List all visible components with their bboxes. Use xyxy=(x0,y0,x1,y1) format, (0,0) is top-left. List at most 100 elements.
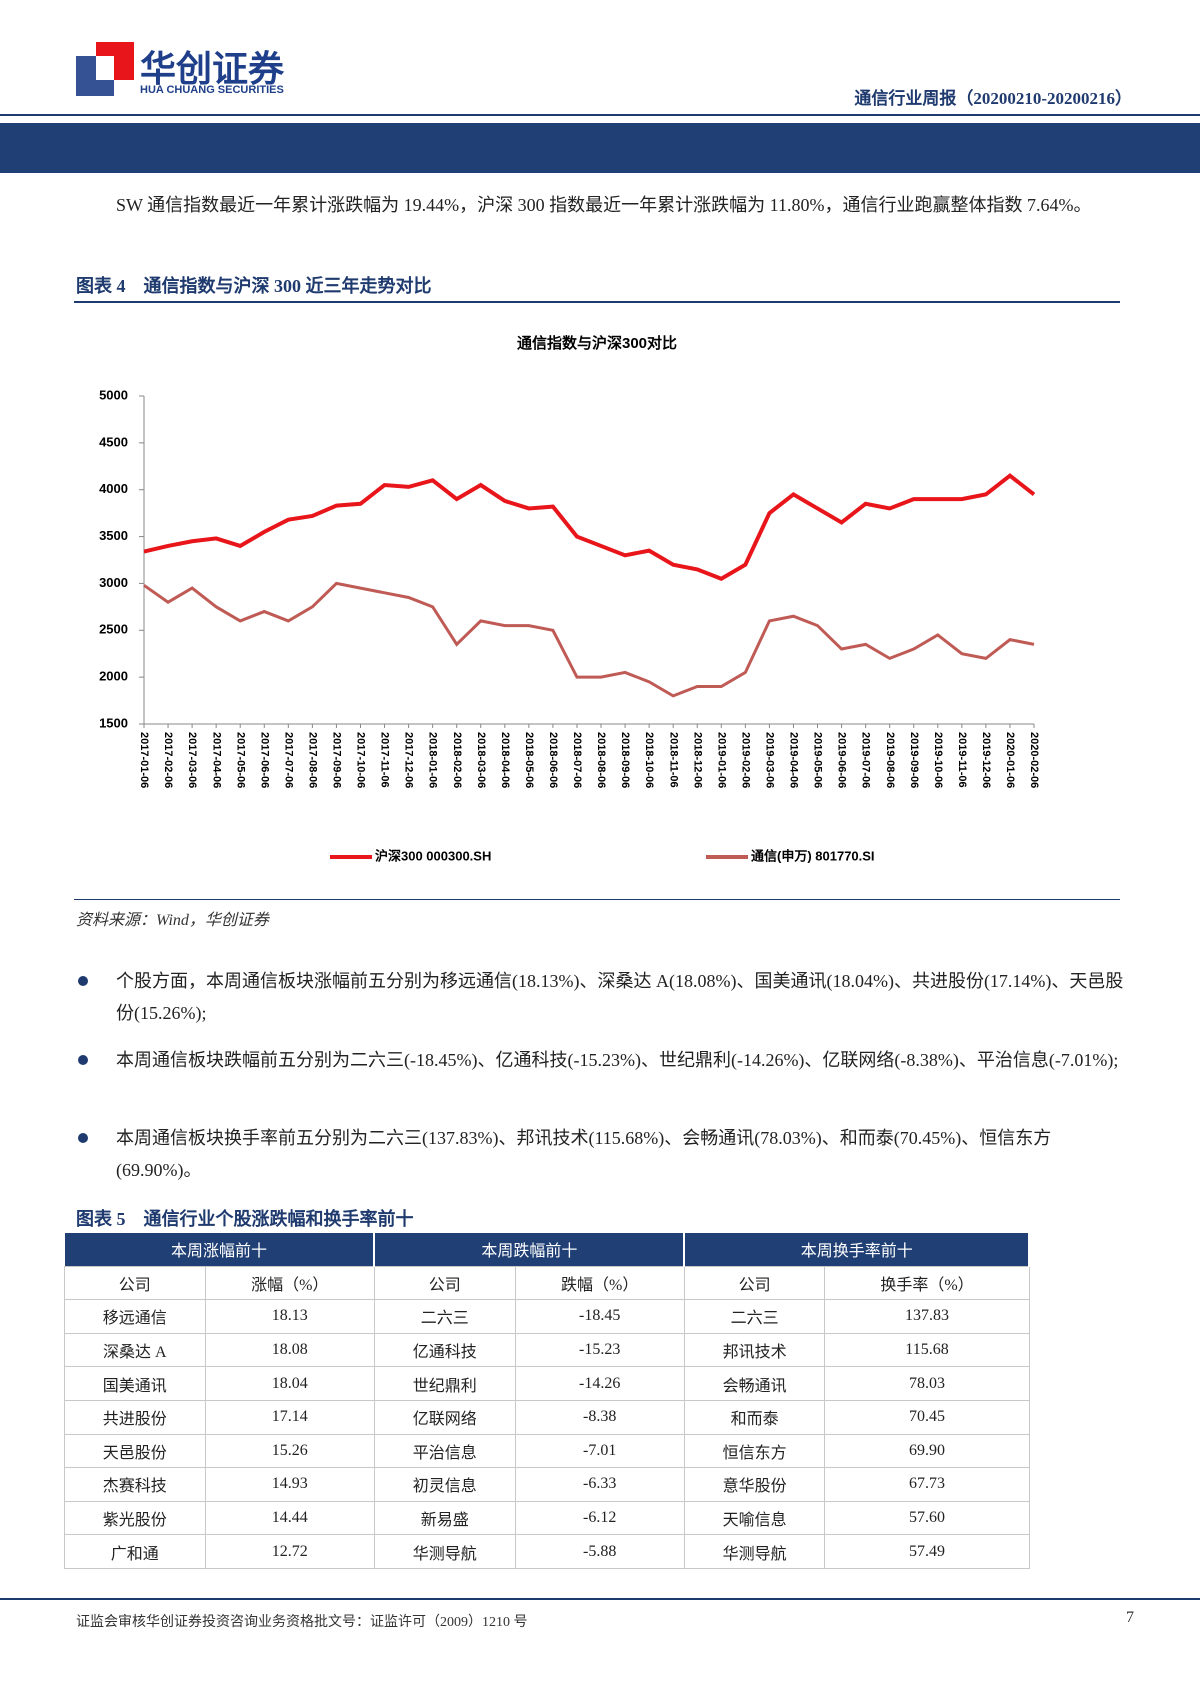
table-cell: 14.44 xyxy=(204,1500,375,1536)
table-cell: -6.12 xyxy=(514,1500,685,1536)
table-cell: 华测导航 xyxy=(373,1534,516,1569)
source-note: 资料来源：Wind，华创证券 xyxy=(76,912,269,929)
x-tick-label: 2018-03-06 xyxy=(475,732,487,788)
column-header: 涨幅（%） xyxy=(204,1265,375,1301)
x-tick-label: 2019-01-06 xyxy=(715,732,727,788)
table-cell: 57.49 xyxy=(824,1534,1030,1569)
x-tick-label: 2017-08-06 xyxy=(306,732,318,788)
table-row: 国美通讯 18.04 世纪鼎利 -14.26 会畅通讯 78.03 xyxy=(64,1366,1030,1401)
bullet-dot xyxy=(78,1133,88,1143)
table-cell: 紫光股份 xyxy=(64,1500,206,1536)
table-cell: 深桑达 A xyxy=(64,1332,206,1368)
table-cell: 78.03 xyxy=(824,1366,1030,1401)
y-tick-label: 3500 xyxy=(99,528,128,543)
header-band xyxy=(0,123,1200,173)
table-cell: -8.38 xyxy=(514,1399,685,1435)
table-cell: 会畅通讯 xyxy=(683,1366,826,1401)
x-tick-label: 2019-11-06 xyxy=(956,732,968,788)
table-cell: 18.04 xyxy=(204,1366,375,1401)
table-row: 杰赛科技 14.93 初灵信息 -6.33 意华股份 67.73 xyxy=(64,1467,1030,1502)
intro-paragraph: SW 通信指数最近一年累计涨跌幅为 19.44%，沪深 300 指数最近一年累计… xyxy=(116,195,1092,215)
table-cell: -15.23 xyxy=(514,1332,685,1368)
x-tick-label: 2019-07-06 xyxy=(860,732,872,788)
stock-table: 本周涨幅前十 本周跌幅前十 本周换手率前十 公司 涨幅（%） 公司 跌幅（%） 公司 换手率（%… xyxy=(64,1233,1030,1569)
table-cell: 18.08 xyxy=(204,1332,375,1368)
table-row: 深桑达 A 18.08 亿通科技 -15.23 邦讯技术 115.68 xyxy=(64,1332,1030,1368)
y-tick-label: 2000 xyxy=(99,669,128,684)
x-tick-label: 2018-12-06 xyxy=(691,732,703,788)
x-tick-label: 2019-08-06 xyxy=(884,732,896,788)
table-cell: 华测导航 xyxy=(683,1534,826,1569)
y-tick-label: 4500 xyxy=(99,434,128,449)
group-header: 本周涨幅前十 xyxy=(64,1233,376,1267)
y-tick-label: 3000 xyxy=(99,575,128,590)
figure-caption: 图表 4 通信指数与沪深 300 近三年走势对比 xyxy=(76,276,432,296)
company-name: 华创证券 xyxy=(140,49,285,90)
table-row: 共进股份 17.14 亿联网络 -8.38 和而泰 70.45 xyxy=(64,1399,1030,1435)
table-cell: 12.72 xyxy=(204,1534,375,1569)
x-tick-label: 2018-01-06 xyxy=(427,732,439,788)
bullet-dot xyxy=(78,1055,88,1065)
table-cell: 邦讯技术 xyxy=(683,1332,826,1368)
x-tick-label: 2019-06-06 xyxy=(836,732,848,788)
table-cell: 14.93 xyxy=(204,1467,375,1502)
bullet-text: 个股方面，本周通信板块涨幅前五分别为移远通信(18.13%)、深桑达 A(18.… xyxy=(116,971,1124,1023)
table-row: 天邑股份 15.26 平治信息 -7.01 恒信东方 69.90 xyxy=(64,1433,1030,1469)
x-tick-label: 2018-08-06 xyxy=(595,732,607,788)
x-tick-label: 2017-02-06 xyxy=(162,732,174,788)
table-cell: -6.33 xyxy=(514,1467,685,1502)
x-tick-label: 2017-09-06 xyxy=(331,732,343,788)
logo-mark xyxy=(76,42,134,96)
table-cell: 世纪鼎利 xyxy=(373,1366,516,1401)
x-tick-label: 2019-04-06 xyxy=(788,732,800,788)
table-cell: 移远通信 xyxy=(64,1299,206,1334)
table-cell: 70.45 xyxy=(824,1399,1030,1435)
table-cell: 共进股份 xyxy=(64,1399,206,1435)
x-tick-label: 2019-05-06 xyxy=(812,732,824,788)
table-cell: 杰赛科技 xyxy=(64,1467,206,1502)
column-header: 公司 xyxy=(683,1265,826,1301)
x-tick-label: 2017-10-06 xyxy=(355,732,367,788)
table-cell: -7.01 xyxy=(514,1433,685,1469)
table-row: 紫光股份 14.44 新易盛 -6.12 天喻信息 57.60 xyxy=(64,1500,1030,1536)
table-cell: 亿通科技 xyxy=(373,1332,516,1368)
table-caption: 图表 5 通信行业个股涨跌幅和换手率前十 xyxy=(76,1209,414,1229)
table-cell: 67.73 xyxy=(824,1467,1030,1502)
caption-rule xyxy=(74,301,1120,303)
table-cell: 二六三 xyxy=(373,1299,516,1334)
x-tick-label: 2017-01-06 xyxy=(138,732,150,788)
legend-label: 沪深300 000300.SH xyxy=(375,848,491,863)
x-tick-label: 2018-10-06 xyxy=(643,732,655,788)
table-cell: 二六三 xyxy=(683,1299,826,1334)
y-tick-label: 2500 xyxy=(99,622,128,637)
series-line xyxy=(143,473,1036,581)
table-cell: 平治信息 xyxy=(373,1433,516,1469)
group-header: 本周跌幅前十 xyxy=(374,1233,686,1267)
x-tick-label: 2020-01-06 xyxy=(1004,732,1016,788)
x-tick-label: 2018-11-06 xyxy=(667,732,679,788)
footer-rule xyxy=(0,1598,1200,1600)
table-cell: 恒信东方 xyxy=(683,1433,826,1469)
chart-title: 通信指数与沪深300对比 xyxy=(517,334,677,352)
x-tick-label: 2017-12-06 xyxy=(403,732,415,788)
table-header-row: 公司 涨幅（%） 公司 跌幅（%） 公司 换手率（%） xyxy=(64,1265,1030,1301)
bullet-dot xyxy=(78,976,88,986)
x-tick-label: 2017-05-06 xyxy=(234,732,246,788)
table-cell: 广和通 xyxy=(64,1534,206,1569)
legend-label: 通信(申万) 801770.SI xyxy=(751,848,875,863)
table-cell: 69.90 xyxy=(824,1433,1030,1469)
x-tick-label: 2018-07-06 xyxy=(571,732,583,788)
table-cell: 天喻信息 xyxy=(683,1500,826,1536)
bullet: 个股方面，本周通信板块涨幅前五分别为移远通信(18.13%)、深桑达 A(18.… xyxy=(78,965,1136,1029)
x-tick-label: 2017-11-06 xyxy=(379,732,391,788)
table-row: 广和通 12.72 华测导航 -5.88 华测导航 57.49 xyxy=(64,1534,1030,1569)
table-cell: 亿联网络 xyxy=(373,1399,516,1435)
table-cell: 国美通讯 xyxy=(64,1366,206,1401)
group-header: 本周换手率前十 xyxy=(684,1233,1030,1267)
table-cell: 意华股份 xyxy=(683,1467,826,1502)
x-tick-label: 2017-07-06 xyxy=(282,732,294,788)
column-header: 公司 xyxy=(373,1265,516,1301)
column-header: 换手率（%） xyxy=(824,1265,1030,1301)
table-cell: -5.88 xyxy=(514,1534,685,1569)
